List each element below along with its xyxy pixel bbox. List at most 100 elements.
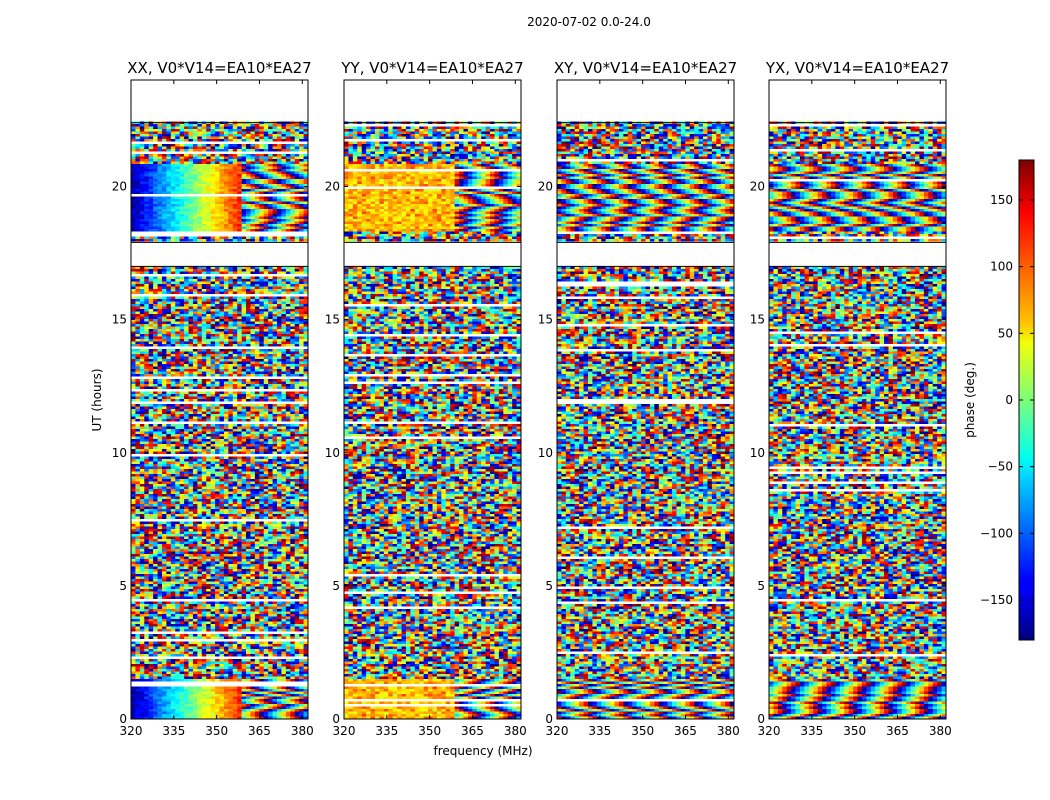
heatmap-cell [197, 626, 203, 629]
heatmap-cell [170, 446, 176, 449]
heatmap-cell [148, 444, 154, 447]
heatmap-cell [237, 571, 242, 574]
heatmap-cell [170, 479, 176, 482]
heatmap-cell [277, 706, 282, 709]
heatmap-cell [299, 666, 304, 669]
heatmap-cell [210, 506, 216, 509]
heatmap-cell [263, 431, 269, 434]
heatmap-cell [201, 396, 207, 399]
heatmap-cell [131, 531, 136, 534]
heatmap-cell [290, 581, 296, 584]
heatmap-cell [294, 446, 300, 449]
heatmap-cell [259, 646, 265, 649]
heatmap-cell [272, 434, 278, 437]
heatmap-cell [170, 459, 176, 462]
heatmap-cell [303, 521, 309, 524]
heatmap-cell [263, 666, 269, 669]
heatmap-cell [294, 604, 300, 607]
heatmap-cell [197, 596, 203, 599]
heatmap-cell [268, 661, 273, 664]
heatmap-cell [135, 406, 141, 409]
heatmap-cell [281, 626, 287, 629]
heatmap-cell [206, 569, 211, 572]
heatmap-cell [153, 539, 158, 542]
heatmap-cell [161, 701, 167, 704]
heatmap-cell [241, 716, 247, 719]
heatmap-cell [179, 426, 185, 429]
heatmap-cell [232, 661, 238, 664]
heatmap-cell [192, 559, 198, 562]
heatmap-cell [299, 629, 304, 632]
heatmap-cell [161, 604, 167, 607]
heatmap-cell [161, 614, 167, 617]
heatmap-cell [148, 431, 154, 434]
heatmap-cell [175, 654, 180, 657]
heatmap-cell [237, 626, 242, 629]
heatmap-cell [254, 701, 260, 704]
heatmap-cell [166, 659, 172, 662]
heatmap-cell [263, 524, 269, 527]
heatmap-cell [148, 539, 154, 542]
heatmap-cell [166, 669, 172, 672]
heatmap-cell [175, 531, 180, 534]
heatmap-cell [250, 476, 256, 479]
heatmap-cell [135, 696, 141, 699]
heatmap-cell [232, 426, 238, 429]
heatmap-cell [179, 661, 185, 664]
heatmap-cell [232, 571, 238, 574]
heatmap-cell [228, 506, 234, 509]
heatmap-cell [166, 671, 172, 674]
heatmap-cell [170, 716, 176, 719]
heatmap-cell [206, 589, 211, 592]
heatmap-cell [294, 496, 300, 499]
heatmap-cell [294, 406, 300, 409]
heatmap-cell [281, 654, 287, 657]
heatmap-cell [157, 381, 163, 384]
heatmap-cell [294, 601, 300, 604]
heatmap-cell [272, 496, 278, 499]
heatmap-cell [153, 434, 158, 437]
heatmap-cell [228, 609, 234, 612]
heatmap-cell [237, 391, 242, 394]
heatmap-cell [215, 386, 220, 389]
heatmap-cell [268, 429, 273, 432]
heatmap-cell [237, 469, 242, 472]
heatmap-cell [237, 586, 242, 589]
heatmap-cell [139, 441, 145, 444]
heatmap-cell [219, 626, 225, 629]
heatmap-cell [268, 479, 273, 482]
heatmap-cell [179, 506, 185, 509]
heatmap-cell [303, 636, 309, 639]
heatmap-cell [144, 641, 149, 644]
heatmap-cell [153, 466, 158, 469]
heatmap-cell [228, 509, 234, 512]
heatmap-cell [232, 671, 238, 674]
heatmap-cell [139, 699, 145, 702]
heatmap-cell [223, 441, 229, 444]
heatmap-cell [166, 584, 172, 587]
heatmap-cell [188, 544, 194, 547]
heatmap-cell [131, 404, 136, 407]
heatmap-cell [268, 701, 273, 704]
heatmap-cell [188, 691, 194, 694]
heatmap-cell [210, 536, 216, 539]
heatmap-cell [201, 486, 207, 489]
heatmap-cell [131, 634, 136, 637]
heatmap-cell [281, 384, 287, 387]
heatmap-cell [157, 486, 163, 489]
heatmap-cell [263, 439, 269, 442]
heatmap-cell [210, 544, 216, 547]
heatmap-cell [285, 496, 291, 499]
heatmap-cell [175, 621, 180, 624]
heatmap-cell [131, 464, 136, 467]
heatmap-cell [153, 544, 158, 547]
heatmap-cell [175, 444, 180, 447]
heatmap-cell [241, 621, 247, 624]
heatmap-cell [268, 459, 273, 462]
heatmap-cell [157, 551, 163, 554]
heatmap-cell [272, 391, 278, 394]
heatmap-cell [290, 404, 296, 407]
heatmap-cell [215, 699, 220, 702]
heatmap-cell [259, 529, 265, 532]
heatmap-cell [290, 419, 296, 422]
